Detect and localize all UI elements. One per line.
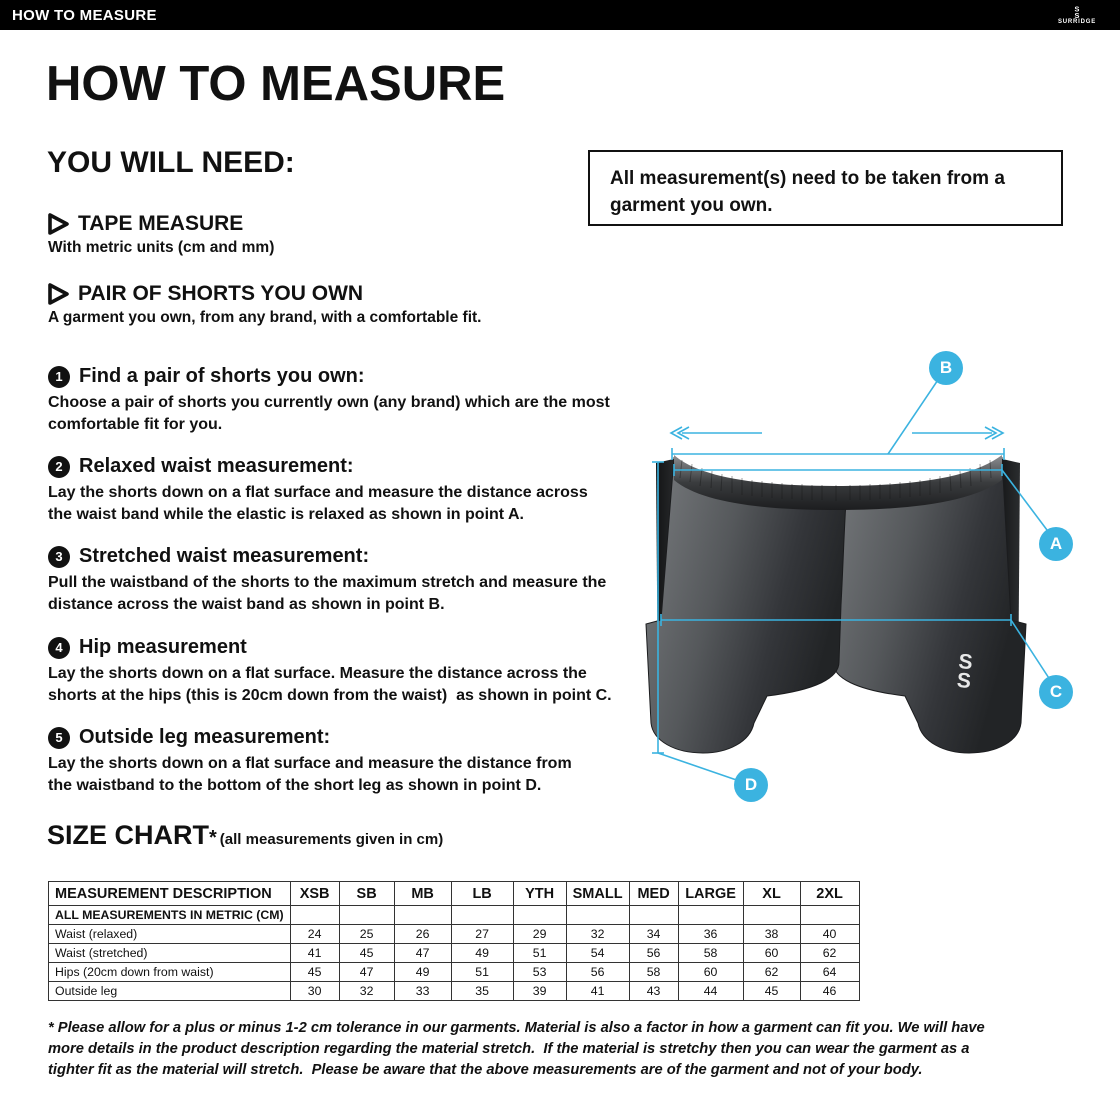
- svg-text:S: S: [956, 669, 972, 693]
